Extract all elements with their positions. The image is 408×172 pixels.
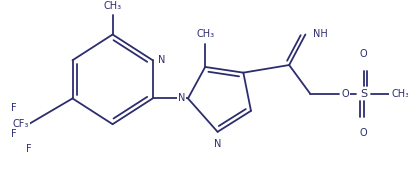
Text: NH: NH — [313, 29, 328, 40]
Text: F: F — [11, 129, 16, 139]
Text: S: S — [360, 89, 367, 99]
Text: CH₃: CH₃ — [391, 89, 408, 99]
Text: O: O — [360, 128, 367, 138]
Text: N: N — [214, 139, 221, 149]
Text: O: O — [360, 49, 367, 59]
Text: N: N — [158, 55, 166, 65]
Text: CF₃: CF₃ — [12, 119, 29, 129]
Text: N: N — [178, 93, 185, 103]
Text: CH₃: CH₃ — [196, 29, 214, 39]
Text: CH₃: CH₃ — [104, 1, 122, 11]
Text: F: F — [11, 103, 16, 113]
Text: F: F — [26, 144, 31, 154]
Text: O: O — [341, 89, 349, 99]
